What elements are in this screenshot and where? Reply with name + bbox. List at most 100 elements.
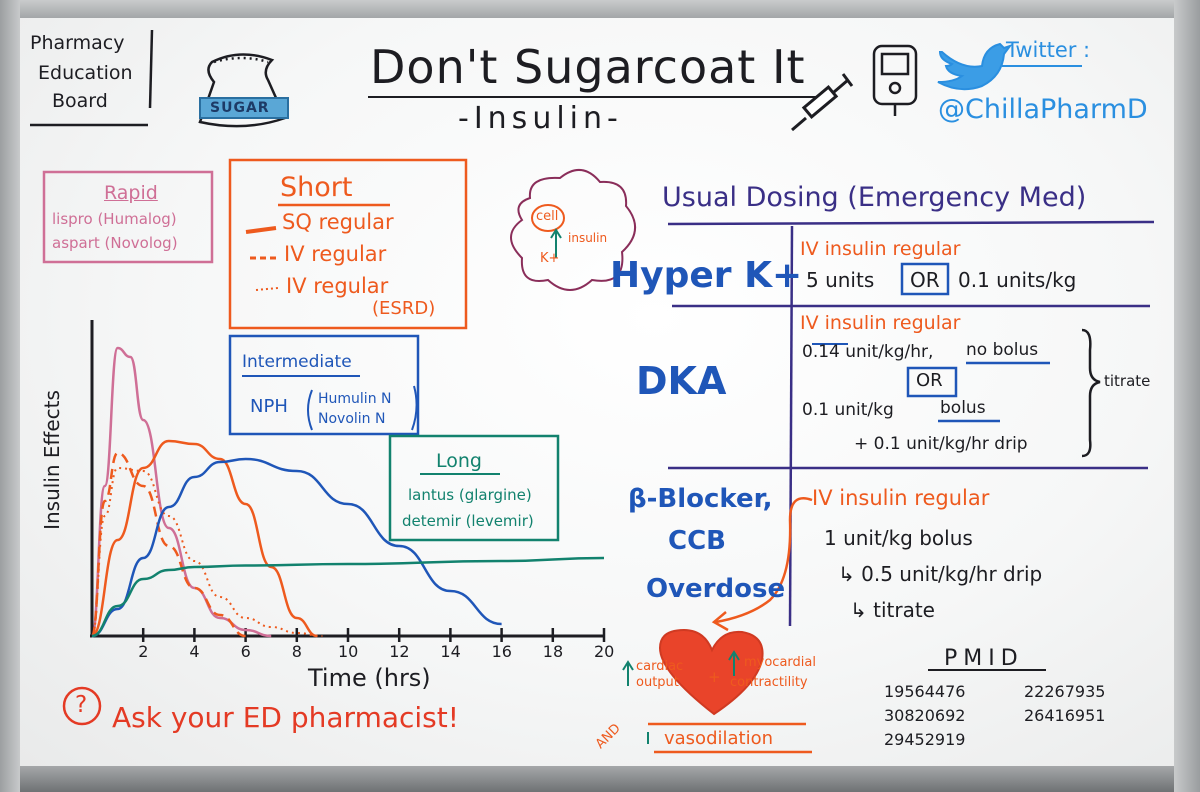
intermediate-brand1: Humulin N: [318, 391, 392, 407]
cell-label: cell: [536, 209, 559, 224]
board-subtitle: -Insulin-: [458, 101, 623, 136]
long-line2: detemir (levemir): [402, 512, 534, 530]
pmid-id-3: 30820692: [884, 706, 966, 725]
short-line3: IV regular: [286, 274, 389, 298]
chart-x-tick-label: 14: [440, 642, 461, 661]
short-line4: (ESRD): [372, 298, 436, 319]
bb-line1: IV insulin regular: [812, 486, 990, 510]
pmid-id-2: 22267935: [1024, 682, 1106, 701]
dka-or: OR: [916, 370, 943, 391]
board-frame-top: [0, 0, 1200, 20]
legend-dotted-line: [255, 287, 279, 291]
bb-line2: 1 unit/kg bolus: [824, 526, 973, 550]
dka-line1: IV insulin regular: [800, 312, 961, 334]
dka-bolus: bolus: [940, 398, 986, 418]
dka-drip: + 0.1 unit/kg/hr drip: [854, 434, 1028, 454]
chart-series-sq-regular: [91, 439, 318, 638]
bb-line4: ↳ titrate: [850, 598, 935, 622]
sugar-bag-label: SUGAR: [210, 100, 270, 116]
chart-x-tick-label: 4: [189, 642, 200, 661]
heart-cardiac-line1: cardiac: [636, 659, 684, 674]
heart-plus: +: [708, 668, 721, 686]
org-divider: [148, 29, 154, 109]
chart-series: [90, 346, 605, 638]
dosing-heading: Usual Dosing (Emergency Med): [662, 182, 1087, 213]
dka-rate: 0.14 unit/kg/hr,: [802, 342, 934, 362]
chart-x-tick-label: 10: [338, 642, 359, 661]
hyperk-label: Hyper K+: [610, 255, 803, 296]
chart-y-label: Insulin Effects: [40, 390, 64, 530]
heart-cardiac-line2: output: [636, 675, 679, 690]
board-frame-bottom: [0, 764, 1200, 792]
board-frame-right: [1174, 0, 1200, 792]
long-line1: lantus (glargine): [408, 486, 532, 504]
syringe-icon: [791, 73, 854, 132]
heart-icon: [658, 628, 764, 716]
pmid-id-5: 29452919: [884, 730, 966, 749]
rapid-line2: aspart (Novolog): [52, 234, 178, 252]
chart-x-tick-label: 6: [240, 642, 251, 661]
short-box: [228, 158, 468, 330]
potassium-label: K+: [540, 251, 560, 266]
bb-label3: Overdose: [646, 574, 786, 604]
chart-x-tick-label: 16: [491, 642, 512, 661]
dosing-header-rule: [667, 220, 1155, 226]
dka-no-bolus: no bolus: [966, 340, 1039, 360]
chart-series-iv-regular-esrd: [91, 466, 323, 637]
long-box: [388, 434, 560, 542]
twitter-handle[interactable]: @ChillaPharmD: [938, 94, 1148, 125]
pmid-id-4: 26416951: [1024, 706, 1106, 725]
chart-series-iv-regular: [90, 451, 246, 638]
bb-label2: CCB: [668, 526, 726, 556]
short-line1: SQ regular: [282, 210, 394, 234]
chart-series-rapid: [90, 346, 272, 638]
whiteboard-surface: [20, 18, 1174, 766]
twitter-label: Twitter :: [1006, 38, 1091, 62]
hyperk-units: 5 units: [806, 268, 875, 292]
chart-x-tick-label: 18: [542, 642, 564, 661]
intermediate-brand2: Novolin N: [318, 411, 386, 427]
chart-x-tick-label: 20: [594, 642, 615, 661]
org-name-line1: Pharmacy: [30, 32, 125, 54]
rapid-box: [42, 170, 214, 264]
intermediate-drug: NPH: [250, 396, 288, 417]
short-heading: Short: [280, 172, 353, 203]
legend-solid-line: [245, 226, 277, 234]
glucometer-icon: [872, 44, 918, 116]
hyperk-perkg: 0.1 units/kg: [958, 268, 1077, 292]
chart-x-tick-label: 8: [291, 642, 302, 661]
bb-line3: ↳ 0.5 unit/kg/hr drip: [838, 562, 1043, 586]
rapid-heading: Rapid: [104, 182, 158, 204]
heart-myocardial-line1: myocardial: [744, 655, 816, 670]
org-name-line2: Education: [38, 62, 133, 84]
chart-x-tick-label: 2: [138, 642, 149, 661]
increase-arrows: [622, 650, 740, 686]
chart-x-label: Time (hrs): [308, 664, 431, 692]
chart-x-tick-label: 12: [389, 642, 410, 661]
sugar-bag-icon: [198, 53, 289, 128]
chart-series-nph: [91, 457, 502, 638]
insulin-label: insulin: [568, 231, 608, 245]
hyperk-line1: IV insulin regular: [800, 238, 961, 260]
question-symbol: ?: [75, 692, 88, 718]
dka-bracket: [1081, 328, 1101, 458]
question-circle-icon: [62, 686, 102, 726]
twitter-bird-icon: [937, 42, 1013, 91]
cell-bubble: [510, 169, 636, 291]
dka-label: DKA: [636, 359, 727, 403]
short-line2: IV regular: [284, 242, 387, 266]
or-box-dka: [906, 366, 958, 398]
dka-bolus-dose: 0.1 unit/kg: [802, 400, 894, 420]
heart-vasodilation: vasodilation: [664, 728, 774, 749]
dka-titrate: titrate: [1104, 372, 1151, 390]
dosing-column-divider: [788, 225, 794, 627]
intermediate-heading: Intermediate: [242, 352, 352, 372]
rapid-line1: lispro (Humalog): [52, 210, 177, 228]
intermediate-box: [228, 334, 420, 436]
pmid-heading: PMID: [944, 646, 1024, 671]
heart-myocardial-line2: contractility: [730, 675, 808, 690]
board-frame-left: [0, 0, 20, 792]
chart-series-long: [91, 556, 605, 638]
bb-to-heart-arrow: [715, 497, 813, 624]
